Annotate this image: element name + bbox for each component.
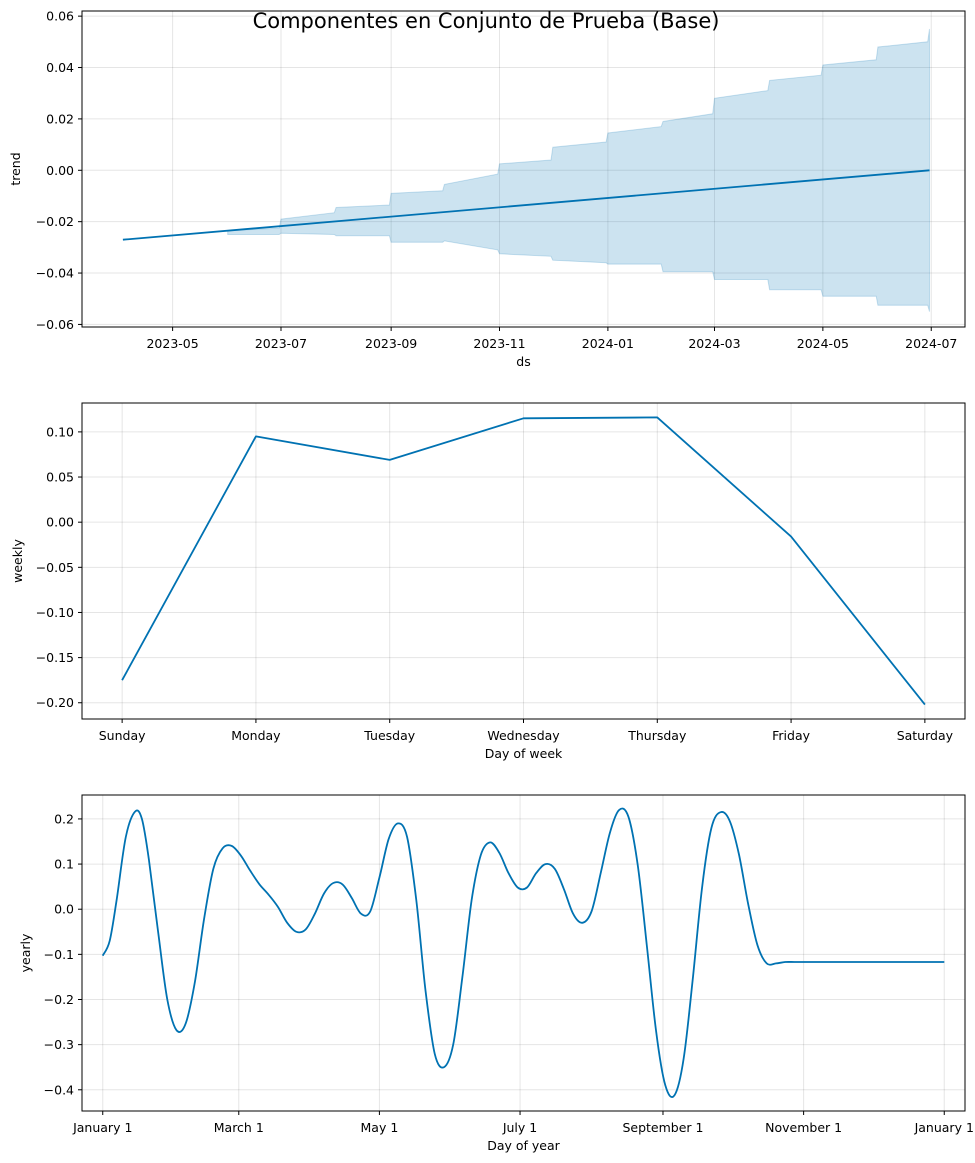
y-tick-label: 0.10 xyxy=(46,424,74,439)
trend-axes-frame xyxy=(81,10,966,328)
y-axis-label: yearly xyxy=(18,933,33,972)
trend-uncertainty-band xyxy=(227,28,930,312)
y-tick-label: −0.4 xyxy=(44,1082,74,1097)
y-tick-label: −0.20 xyxy=(36,695,74,710)
weekly-axes-frame xyxy=(81,402,966,720)
x-tick-label: Friday xyxy=(772,728,810,743)
y-tick-label: 0.02 xyxy=(46,111,74,126)
x-tick-label: Monday xyxy=(231,728,281,743)
y-tick-label: −0.06 xyxy=(36,317,74,332)
y-tick-label: −0.04 xyxy=(36,266,74,281)
x-tick-label: Thursday xyxy=(627,728,687,743)
x-tick-label: Tuesday xyxy=(363,728,415,743)
x-tick-label: 2024-05 xyxy=(797,336,849,351)
x-tick-label: 2024-03 xyxy=(688,336,740,351)
y-tick-label: 0.1 xyxy=(54,857,74,872)
weekly-line xyxy=(121,416,926,706)
x-tick-label: January 1 xyxy=(72,1120,132,1135)
y-tick-label: 0.2 xyxy=(54,811,74,826)
y-tick-label: 0.00 xyxy=(46,163,74,178)
y-axis-label: weekly xyxy=(10,539,25,583)
x-tick-label: 2023-05 xyxy=(146,336,198,351)
y-tick-label: 0.04 xyxy=(46,60,74,75)
x-tick-label: March 1 xyxy=(214,1120,264,1135)
figure-title: Componentes en Conjunto de Prueba (Base) xyxy=(253,9,720,33)
y-tick-label: 0.0 xyxy=(54,902,74,917)
x-tick-label: July 1 xyxy=(502,1120,537,1135)
y-tick-label: 0.05 xyxy=(46,470,74,485)
x-tick-label: 2023-07 xyxy=(255,336,307,351)
y-tick-label: −0.10 xyxy=(36,605,74,620)
y-tick-label: −0.2 xyxy=(44,992,74,1007)
x-axis-label: ds xyxy=(516,354,530,369)
y-tick-label: −0.3 xyxy=(44,1037,74,1052)
x-tick-label: September 1 xyxy=(622,1120,703,1135)
y-tick-label: 0.00 xyxy=(46,515,74,530)
y-tick-label: −0.1 xyxy=(44,947,74,962)
x-tick-label: Wednesday xyxy=(487,728,560,743)
x-tick-label: January 1 xyxy=(914,1120,974,1135)
y-axis-label: trend xyxy=(8,152,23,185)
x-tick-label: 2023-11 xyxy=(473,336,525,351)
x-tick-label: Saturday xyxy=(897,728,954,743)
x-axis-label: Day of year xyxy=(487,1138,560,1153)
y-tick-label: −0.15 xyxy=(36,650,74,665)
trend-panel: 2023-05 2023-07 2023-09 2023-11 2024-01 2024-… xyxy=(8,9,966,369)
y-tick-label: 0.06 xyxy=(46,9,74,24)
yearly-line xyxy=(101,807,945,1098)
x-tick-label: Sunday xyxy=(99,728,146,743)
x-tick-label: November 1 xyxy=(765,1120,842,1135)
x-tick-label: 2024-01 xyxy=(582,336,634,351)
y-tick-label: −0.05 xyxy=(36,560,74,575)
trend-line xyxy=(122,169,930,241)
y-tick-label: −0.02 xyxy=(36,214,74,229)
x-tick-label: May 1 xyxy=(361,1120,399,1135)
yearly-axes-frame xyxy=(81,794,966,1112)
x-tick-label: 2024-07 xyxy=(905,336,957,351)
x-axis-label: Day of week xyxy=(485,746,563,761)
weekly-panel: Sunday Monday Tuesday Wednesday Thursday Frid… xyxy=(10,402,966,761)
yearly-panel: January 1 March 1 May 1 July 1 September 1 No… xyxy=(18,794,974,1153)
x-tick-label: 2023-09 xyxy=(365,336,417,351)
